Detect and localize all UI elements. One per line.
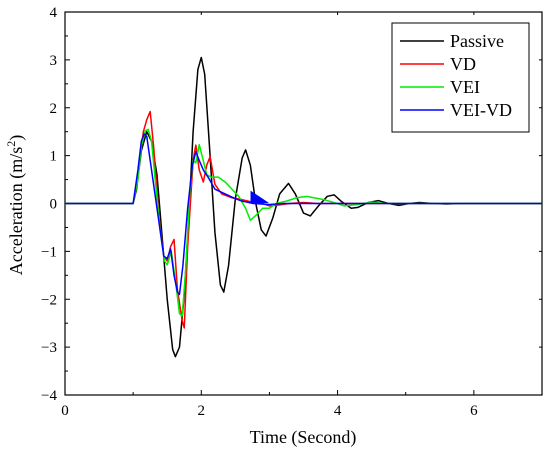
- annotation-marker-group: [250, 190, 270, 204]
- y-tick-label: 3: [50, 53, 58, 69]
- legend-label-passive: Passive: [450, 31, 504, 51]
- series-line-vei-vd: [65, 133, 542, 296]
- x-axis-title: Time (Second): [250, 427, 357, 448]
- x-tick-label: 4: [334, 403, 342, 419]
- y-tick-label: −2: [41, 292, 57, 308]
- y-tick-label: −4: [41, 388, 57, 404]
- y-axis-title-superscript: 2: [4, 141, 18, 147]
- y-tick-label: −1: [41, 244, 57, 260]
- legend-label-vei: VEI: [450, 77, 480, 97]
- series-line-vei: [65, 128, 542, 317]
- y-axis-title: Acceleration (m/s2): [4, 135, 27, 275]
- series-line-vd: [65, 110, 542, 329]
- y-tick-label: 4: [50, 5, 58, 21]
- x-tick-label: 2: [198, 403, 206, 419]
- y-tick-label: 2: [50, 101, 58, 117]
- y-tick-label: 0: [50, 197, 58, 213]
- legend: Passive VD VEI VEI-VD: [391, 22, 530, 133]
- series-group: [65, 56, 542, 358]
- annotation-marker: [250, 190, 270, 204]
- y-tick-label: −3: [41, 340, 57, 356]
- legend-label-vd: VD: [450, 54, 476, 74]
- x-tick-label: 0: [61, 403, 69, 419]
- x-tick-label: 6: [470, 403, 478, 419]
- y-tick-label: 1: [50, 149, 58, 165]
- legend-label-vei-vd: VEI-VD: [450, 100, 512, 120]
- axis-ticks: −4 −3 −2 −1 0 1 2 3 4 0 2 4 6: [41, 5, 542, 419]
